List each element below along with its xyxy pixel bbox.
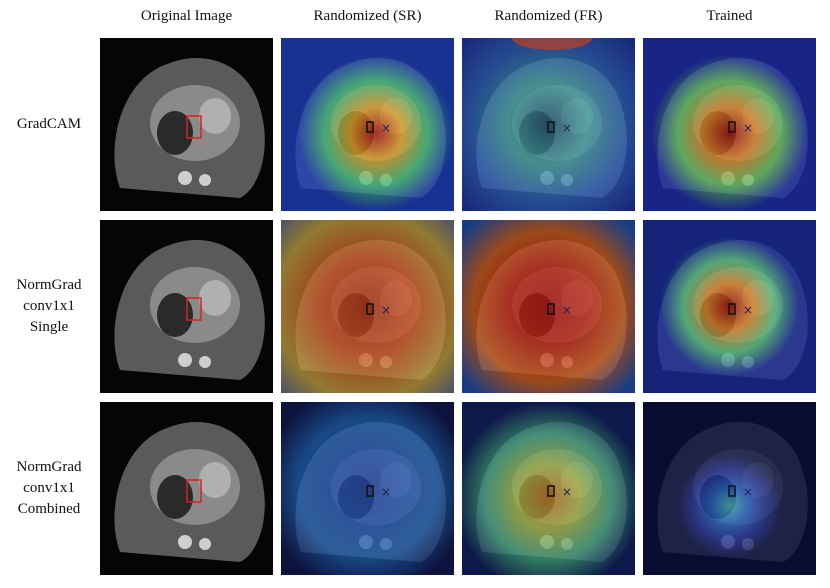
image-cell: × xyxy=(281,402,454,575)
box-marker xyxy=(366,485,374,497)
heatmap-spot xyxy=(512,38,592,50)
x-marker: × xyxy=(562,485,572,499)
chamber xyxy=(199,280,231,316)
box-marker xyxy=(728,121,736,133)
x-marker: × xyxy=(381,303,391,317)
x-marker: × xyxy=(743,121,753,135)
x-marker: × xyxy=(381,121,391,135)
column-title: Randomized (FR) xyxy=(494,8,603,24)
row-label-line: NormGrad xyxy=(16,276,82,293)
row-label-line: Single xyxy=(29,318,69,335)
chamber xyxy=(199,462,231,498)
vessel xyxy=(199,174,211,186)
x-marker: × xyxy=(562,121,572,135)
chamber xyxy=(157,293,193,337)
row-label: NormGrad conv1x1 Single xyxy=(0,275,98,338)
image-cell xyxy=(100,402,273,575)
vessel xyxy=(178,171,192,185)
column-title: Original Image xyxy=(140,8,233,24)
image-cell xyxy=(100,38,273,211)
image-cell: × xyxy=(281,38,454,211)
vessel xyxy=(178,353,192,367)
image-cell: × xyxy=(643,38,816,211)
chamber xyxy=(199,98,231,134)
image-cell: × xyxy=(462,402,635,575)
x-marker: × xyxy=(743,303,753,317)
box-marker xyxy=(547,303,555,315)
box-marker xyxy=(366,303,374,315)
vessel xyxy=(199,356,211,368)
box-marker xyxy=(547,485,555,497)
column-title: Randomized (SR) xyxy=(313,8,422,24)
x-marker: × xyxy=(381,485,391,499)
image-cell: × xyxy=(643,220,816,393)
image-cell: × xyxy=(281,220,454,393)
box-marker xyxy=(547,121,555,133)
box-marker xyxy=(186,297,202,321)
box-marker xyxy=(186,115,202,139)
chamber xyxy=(157,475,193,519)
box-marker xyxy=(366,121,374,133)
row-label-line: conv1x1 xyxy=(23,479,75,496)
image-cell: × xyxy=(462,220,635,393)
row-label-line: GradCAM xyxy=(16,115,82,132)
image-cell: × xyxy=(462,38,635,211)
image-cell: × xyxy=(643,402,816,575)
box-marker xyxy=(728,485,736,497)
image-cell xyxy=(100,220,273,393)
box-marker xyxy=(728,303,736,315)
row-label-line: NormGrad xyxy=(16,458,82,475)
column-title: Trained xyxy=(706,8,753,24)
chamber xyxy=(157,111,193,155)
x-marker: × xyxy=(743,485,753,499)
row-label: GradCAM xyxy=(0,114,98,135)
row-label-line: Combined xyxy=(17,500,81,517)
vessel xyxy=(178,535,192,549)
box-marker xyxy=(186,479,202,503)
vessel xyxy=(199,538,211,550)
x-marker: × xyxy=(562,303,572,317)
row-label: NormGrad conv1x1 Combined xyxy=(0,457,98,520)
row-label-line: conv1x1 xyxy=(23,297,75,314)
